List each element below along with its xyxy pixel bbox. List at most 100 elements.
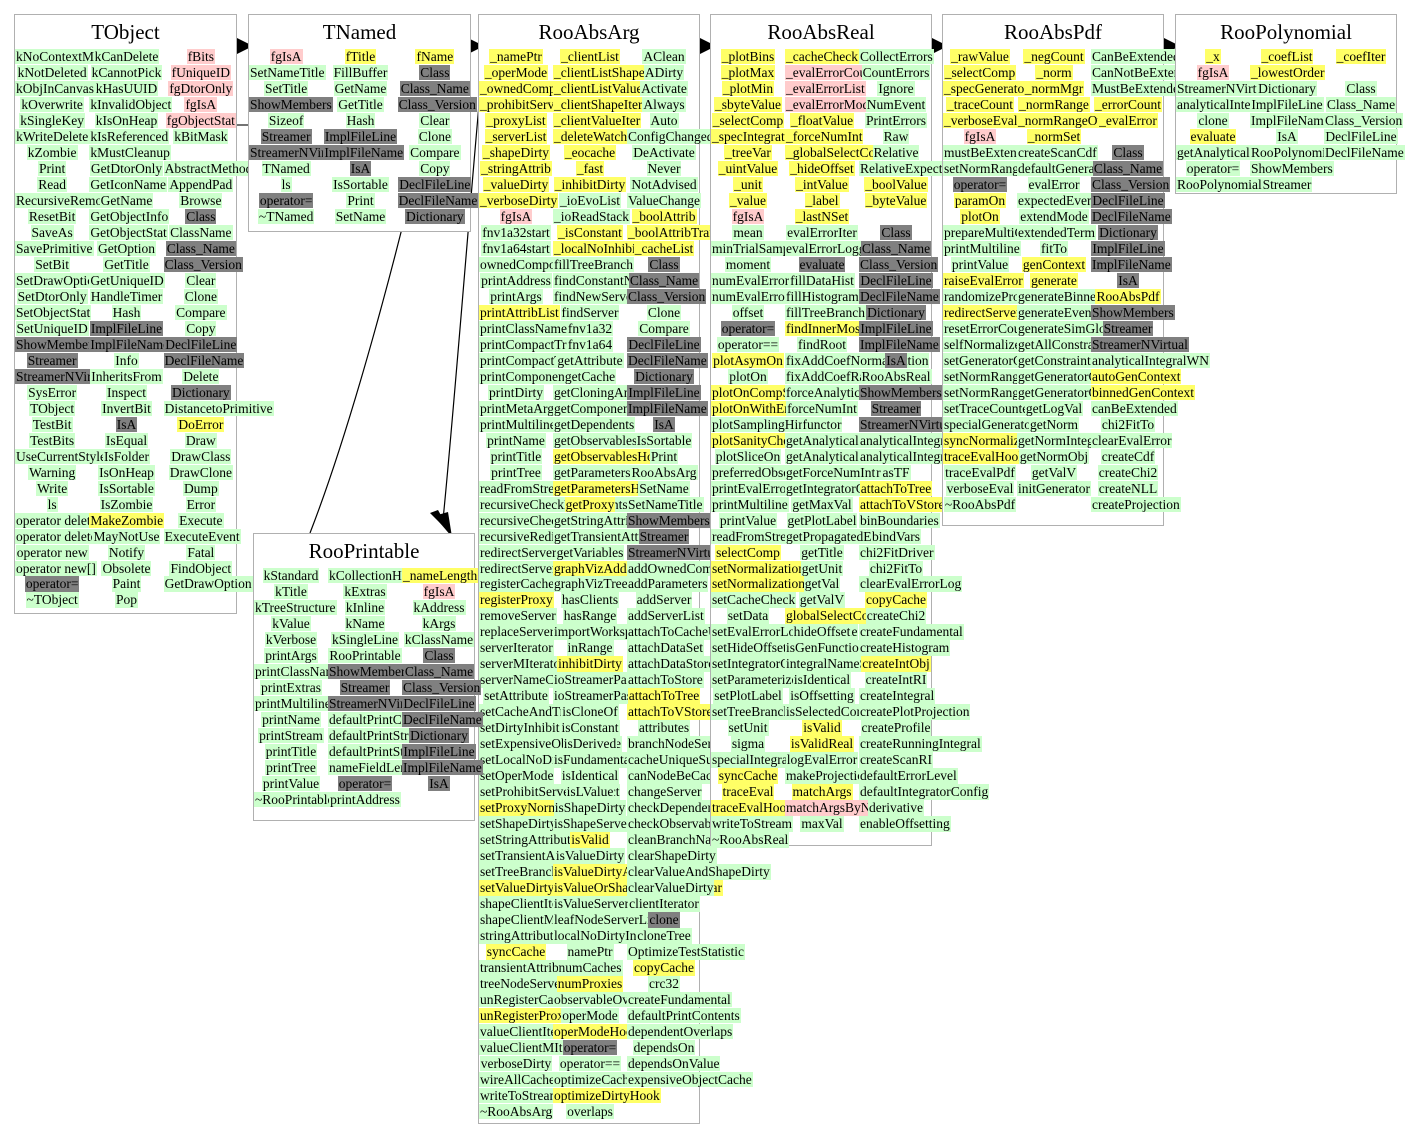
class-member[interactable]: generate [1017, 272, 1091, 289]
class-member[interactable]: writeToStream [479, 1087, 562, 1104]
class-member[interactable]: operMode [553, 1008, 627, 1024]
class-member[interactable]: Auto [627, 112, 701, 129]
class-member[interactable]: _evalErrorMode [785, 96, 877, 113]
class-member[interactable]: shapeClientIterator [479, 896, 585, 912]
class-member[interactable]: registerCache [479, 576, 556, 592]
class-member[interactable]: findServer [553, 304, 627, 321]
class-member[interactable]: SetDtorOnly [15, 288, 89, 305]
class-member[interactable]: RelativeExpected [859, 160, 957, 177]
class-member[interactable]: resetErrorCounters [943, 320, 1048, 337]
class-member[interactable]: getUnit [785, 560, 859, 576]
class-member[interactable]: Dictionary [1250, 80, 1324, 97]
class-member[interactable]: GetOption [89, 240, 163, 257]
class-member[interactable]: IsSortable [323, 176, 397, 193]
class-member[interactable]: nameFieldLength [328, 759, 426, 776]
class-member[interactable]: TestBit [15, 416, 89, 433]
class-member[interactable]: Class_Name [164, 240, 238, 257]
class-member[interactable]: shapeClientMIterator [479, 912, 597, 928]
class-member[interactable]: DeclFileLine [402, 695, 476, 712]
class-member[interactable]: DeclFileName [163, 352, 245, 369]
class-member[interactable]: Class_Version [627, 288, 707, 305]
class-member[interactable]: fgObjectStat [164, 112, 238, 129]
class-member[interactable]: DeclFileName [1091, 208, 1172, 225]
class-member[interactable]: ClassName [164, 224, 238, 241]
class-member[interactable]: _verboseDirty [479, 192, 559, 209]
class-member[interactable]: printAttribList [479, 304, 560, 321]
class-member[interactable]: IsA [323, 160, 397, 177]
class-member[interactable]: attachToTree [859, 480, 933, 496]
class-member[interactable]: _uintValue [711, 160, 785, 177]
class-member[interactable]: fixAddCoefNormalization [785, 352, 930, 369]
class-member[interactable]: setHideOffset [711, 640, 788, 656]
class-member[interactable]: _ioEvoList [553, 192, 627, 209]
class-member[interactable]: getAnalyticalIntegral [1176, 144, 1293, 161]
class-member[interactable]: setShapeDirty [479, 816, 558, 832]
class-member[interactable]: getGeneratorConfig [1017, 368, 1127, 385]
class-member[interactable]: plotSanityChecks [711, 432, 809, 449]
class-member[interactable]: Always [627, 96, 701, 113]
class-member[interactable]: defaultPrintStyle [328, 743, 422, 760]
class-member[interactable]: FindObject [164, 560, 238, 576]
class-member[interactable]: findRoot [785, 336, 859, 353]
class-member[interactable]: ImplFileName [1091, 256, 1172, 273]
class-member[interactable]: Class_Name [1091, 160, 1165, 177]
class-member[interactable]: Fatal [164, 544, 238, 560]
class-member[interactable]: createIntObj [859, 656, 933, 672]
class-member[interactable]: analyticalIntegral [1176, 96, 1273, 113]
class-member[interactable]: kObjInCanvas [15, 80, 95, 97]
class-member[interactable]: evaluate [785, 256, 859, 273]
class-member[interactable]: DeclFileName [1324, 144, 1405, 161]
class-member[interactable]: plotOnCompSelect [711, 384, 817, 401]
class-member[interactable]: _normMgr [1017, 80, 1091, 97]
class-member[interactable]: Clear [398, 112, 472, 129]
class-member[interactable]: IsA [402, 775, 476, 792]
class-member[interactable]: _norm [1017, 64, 1091, 81]
class-member[interactable]: analyticalIntegral [859, 432, 956, 449]
class-member[interactable]: ImplFileLine [89, 320, 164, 337]
class-member[interactable]: clone [1176, 112, 1250, 129]
class-member[interactable]: ls [249, 176, 323, 193]
class-member[interactable]: SetName [323, 208, 397, 225]
class-member[interactable]: extendMode [1017, 208, 1091, 225]
class-member[interactable]: ImplFileName [402, 759, 483, 776]
class-member[interactable]: GetUniqueID [89, 272, 165, 289]
class-member[interactable]: getValV [785, 592, 859, 608]
class-member[interactable]: Info [89, 352, 163, 369]
class-member[interactable]: isValueOrShapeDirtyAndClear [553, 880, 723, 896]
class-member[interactable]: Clear [164, 272, 238, 289]
class-member[interactable]: Class_Name [398, 80, 472, 97]
class-member[interactable]: ls [15, 496, 89, 512]
class-member[interactable]: getVal [785, 576, 859, 592]
class-member[interactable]: analyticalIntegralWN [1091, 352, 1210, 369]
class-member[interactable]: recursiveCheckObservables [479, 512, 632, 528]
class-member[interactable]: _nameLength [402, 568, 479, 584]
class-member[interactable]: setNormRange [943, 160, 1026, 177]
class-member[interactable]: fillDataHist [785, 272, 859, 289]
class-member[interactable]: _deleteWatch [553, 128, 629, 145]
class-member[interactable]: Streamer [1091, 320, 1165, 337]
class-member[interactable]: Class_Name [1324, 96, 1398, 113]
class-member[interactable]: _plotMin [711, 80, 785, 97]
class-member[interactable]: IsA [859, 352, 933, 369]
class-member[interactable]: ImplFileName [1250, 112, 1331, 129]
class-member[interactable]: Browse [164, 192, 238, 209]
class-member[interactable]: hideOffset [785, 624, 859, 640]
class-member[interactable]: getValV [1017, 464, 1091, 480]
class-member[interactable]: Obsolete [89, 560, 163, 576]
class-member[interactable]: createPlotProjection [859, 704, 971, 720]
class-member[interactable]: verboseEval [943, 480, 1017, 496]
class-member[interactable]: mustBeExtended [943, 144, 1038, 161]
class-member[interactable]: _boolValue [859, 176, 933, 193]
class-member[interactable]: getGeneratorConfig [1017, 384, 1127, 401]
class-member[interactable]: printComponentTree [479, 368, 594, 385]
class-member[interactable]: _evalErrorList [785, 80, 866, 97]
class-member[interactable]: chi2FitTo [859, 560, 933, 576]
class-member[interactable]: _sbyteValue [711, 96, 785, 113]
class-member[interactable]: Dictionary [627, 368, 701, 385]
class-member[interactable]: setTreeBranchStatus [711, 704, 825, 720]
class-box-rooabsarg[interactable]: RooAbsArg _namePtr _operMode _ownedComponen… [478, 14, 779, 1124]
class-member[interactable]: selfNormalized [943, 336, 1029, 353]
class-member[interactable]: printDirty [479, 384, 553, 401]
class-member[interactable]: DeclFileLine [627, 336, 701, 353]
class-member[interactable]: DoError [164, 416, 238, 433]
